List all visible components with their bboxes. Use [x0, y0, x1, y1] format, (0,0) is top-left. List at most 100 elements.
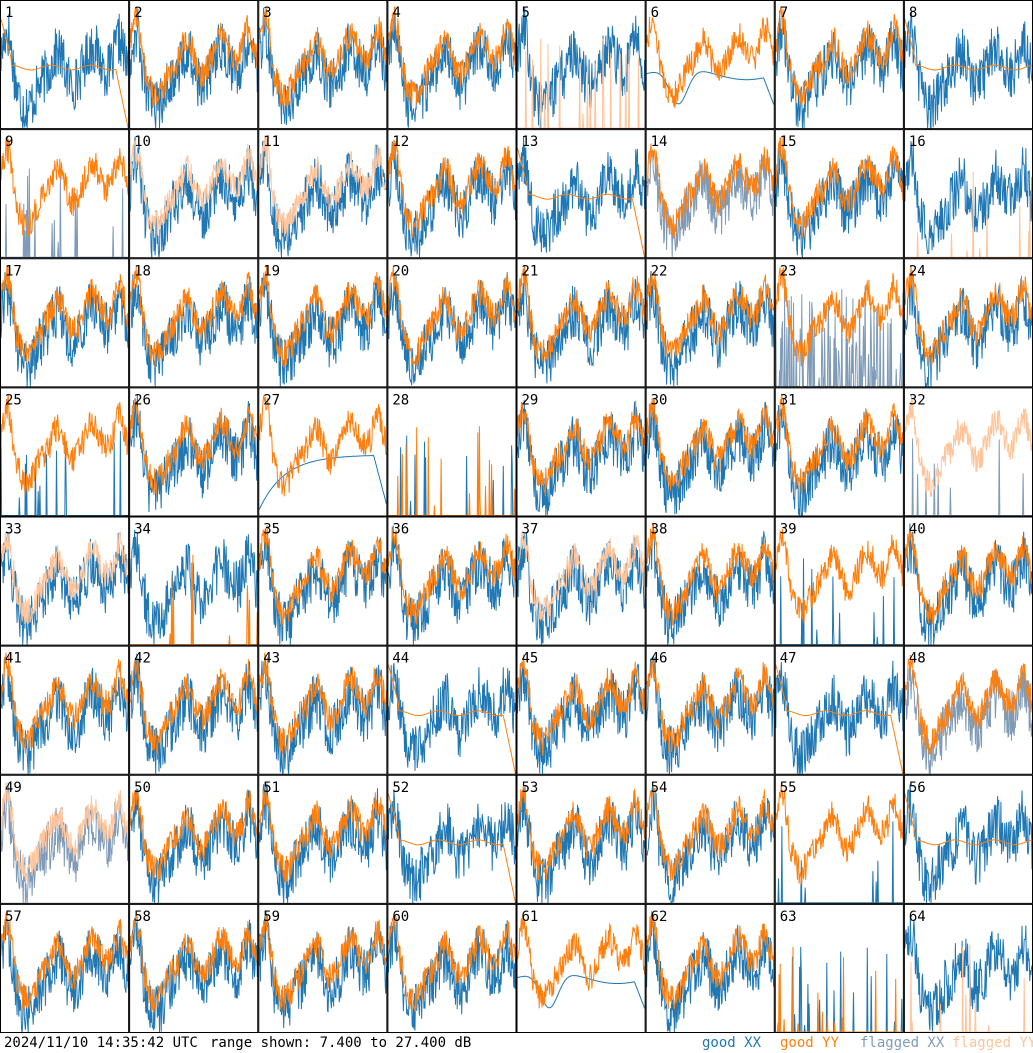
series-yy-35 — [258, 525, 387, 627]
series-xx-20 — [387, 272, 516, 386]
panel-57: 57 — [0, 903, 130, 1033]
series-yy-64 — [904, 944, 1032, 1033]
series-yy-50 — [129, 789, 258, 881]
panel-label-54: 54 — [651, 780, 668, 796]
panel-frame-14 — [645, 129, 775, 259]
series-xx-37 — [517, 532, 646, 645]
panel-label-23: 23 — [780, 263, 797, 279]
panel-frame-50 — [129, 774, 259, 904]
series-xx-59 — [258, 910, 387, 1029]
series-yy-4 — [387, 6, 516, 107]
series-yy-59 — [258, 914, 387, 1011]
panel-24: 24 — [903, 258, 1033, 388]
panel-62: 62 — [645, 903, 775, 1033]
panel-12: 12 — [387, 129, 517, 259]
panel-label-7: 7 — [780, 5, 788, 21]
panel-label-10: 10 — [134, 134, 151, 150]
panel-41: 41 — [0, 645, 130, 775]
series-xx-8 — [904, 11, 1033, 129]
series-yy-8 — [904, 18, 1032, 71]
series-yy-40 — [904, 532, 1033, 625]
panel-29: 29 — [516, 387, 646, 517]
panel-label-13: 13 — [522, 134, 539, 150]
series-yy-13 — [517, 148, 646, 258]
panel-58: 58 — [129, 903, 259, 1033]
panel-10: 10 — [129, 129, 259, 259]
timestamp: 2024/11/10 14:35:42 UTC — [4, 1035, 198, 1051]
panel-label-16: 16 — [909, 134, 926, 150]
panel-frame-62 — [645, 903, 775, 1033]
series-yy-26 — [129, 400, 258, 496]
series-xx-5 — [517, 7, 646, 129]
panel-4: 4 — [387, 0, 517, 130]
series-yy-22 — [646, 272, 775, 360]
panel-label-5: 5 — [522, 5, 530, 21]
panel-6: 6 — [645, 0, 775, 130]
series-yy-9 — [0, 136, 129, 237]
legend-flagged-yy: flagged YY — [952, 1035, 1033, 1051]
panel-label-20: 20 — [392, 263, 409, 279]
series-xx-2 — [129, 8, 258, 129]
series-yy-28 — [388, 426, 516, 516]
panel-frame-2 — [129, 0, 259, 130]
series-xx-4 — [387, 8, 516, 128]
panel-26: 26 — [129, 387, 259, 517]
series-xx-40 — [904, 523, 1033, 645]
series-yy-45 — [517, 654, 646, 756]
panel-frame-11 — [258, 129, 388, 259]
panel-label-53: 53 — [522, 780, 539, 796]
panel-53: 53 — [516, 774, 646, 904]
panel-49: 49 — [0, 774, 130, 904]
series-xx-6 — [646, 71, 775, 105]
panel-45: 45 — [516, 645, 646, 775]
series-xx-41 — [0, 655, 129, 774]
panel-label-58: 58 — [134, 909, 151, 925]
panel-20: 20 — [387, 258, 517, 388]
panel-label-44: 44 — [392, 651, 409, 667]
series-xx-30 — [646, 398, 775, 515]
series-yy-62 — [646, 910, 775, 1010]
series-xx-50 — [129, 788, 258, 903]
panel-30: 30 — [645, 387, 775, 517]
panel-label-37: 37 — [522, 522, 539, 538]
series-xx-31 — [775, 398, 904, 516]
series-yy-27 — [258, 395, 387, 497]
panel-label-43: 43 — [263, 651, 280, 667]
panel-frame-23 — [774, 258, 904, 388]
panel-16: 16 — [903, 129, 1033, 259]
series-xx-45 — [517, 662, 646, 774]
series-yy-31 — [775, 394, 904, 495]
panel-17: 17 — [0, 258, 130, 388]
panel-frame-33 — [0, 516, 130, 646]
panel-label-21: 21 — [522, 263, 539, 279]
panel-3: 3 — [258, 0, 388, 130]
panel-label-47: 47 — [780, 651, 797, 667]
series-yy-44 — [387, 664, 516, 774]
series-xx-29 — [517, 399, 646, 516]
panel-11: 11 — [258, 129, 388, 259]
series-yy-6 — [646, 16, 775, 109]
panel-55: 55 — [774, 774, 904, 904]
series-xx-51 — [258, 781, 387, 903]
series-xx-33 — [0, 531, 129, 645]
panel-frame-29 — [516, 387, 646, 517]
series-yy-11 — [258, 134, 387, 237]
series-yy-60 — [387, 914, 516, 1012]
panel-34: 34 — [129, 516, 259, 646]
panel-label-61: 61 — [522, 909, 539, 925]
panel-label-14: 14 — [651, 134, 668, 150]
panel-label-52: 52 — [392, 780, 409, 796]
panel-label-2: 2 — [134, 5, 142, 21]
panel-frame-26 — [129, 387, 259, 517]
panel-frame-28 — [387, 387, 517, 517]
series-xx-36 — [387, 526, 516, 645]
series-yy-29 — [517, 400, 646, 497]
series-xx-1 — [0, 13, 129, 129]
series-xx-47 — [775, 660, 904, 774]
panel-label-60: 60 — [392, 909, 409, 925]
panel-7: 7 — [774, 0, 904, 130]
series-yy-42 — [129, 659, 258, 756]
panel-label-17: 17 — [5, 263, 22, 279]
panel-frame-35 — [258, 516, 388, 646]
panel-2: 2 — [129, 0, 259, 130]
